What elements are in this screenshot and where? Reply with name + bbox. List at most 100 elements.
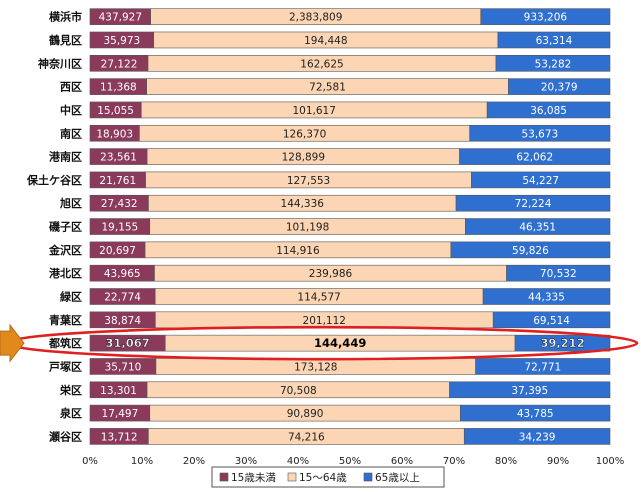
data-label-65歳以上-磯子区: 46,351 (519, 222, 556, 234)
data-label-65歳以上-緑区: 44,335 (528, 292, 565, 304)
category-label-緑区: 緑区 (60, 290, 82, 304)
data-label-15-64歳-中区: 101,617 (292, 105, 335, 117)
legend-label-15-64歳: 15～64歳 (299, 472, 347, 484)
bar-65歳以上-神奈川区 (495, 54, 611, 72)
data-label-15-64歳-栄区: 70,508 (280, 385, 317, 397)
data-label-15歳未満-神奈川区: 27,122 (101, 58, 138, 70)
x-tick-label-20-: 20% (183, 456, 205, 467)
data-label-15歳未満-泉区: 17,497 (102, 408, 139, 420)
data-label-15-64歳-泉区: 90,890 (287, 408, 324, 420)
category-label-旭区: 旭区 (59, 196, 82, 210)
legend-box (211, 466, 445, 488)
category-label-西区: 西区 (60, 81, 82, 94)
data-label-65歳以上-南区: 53,673 (521, 128, 558, 140)
bar-65歳以上-保土ケ谷区 (471, 171, 611, 189)
data-label-15-64歳-戸塚区: 173,128 (294, 361, 337, 373)
data-label-15歳未満-旭区: 27,432 (101, 198, 138, 210)
data-label-65歳以上-神奈川区: 53,282 (535, 58, 572, 70)
data-label-15歳未満-港北区: 43,965 (104, 268, 141, 280)
bar-65歳以上-西区 (508, 78, 611, 95)
bar-65歳以上-中区 (486, 101, 611, 119)
data-label-15-64歳-都筑区: 144,449 (314, 336, 366, 350)
category-label-港北区: 港北区 (49, 266, 82, 280)
data-label-15歳未満-栄区: 13,301 (100, 385, 137, 397)
legend-label-15歳未満: 15歳未満 (231, 472, 276, 484)
data-label-65歳以上-金沢区: 59,826 (512, 245, 549, 257)
bar-65歳以上-泉区 (460, 404, 611, 422)
legend-swatch-65歳以上 (363, 472, 373, 482)
bar-65歳以上-青葉区 (492, 311, 611, 329)
category-label-横浜市: 横浜市 (49, 10, 82, 24)
data-label-65歳以上-瀬谷区: 34,239 (519, 431, 556, 443)
bar-65歳以上-旭区 (455, 194, 611, 212)
bar-65歳以上-横浜市 (480, 8, 611, 25)
category-label-港南区: 港南区 (49, 150, 82, 164)
category-label-磯子区: 磯子区 (49, 220, 82, 234)
data-label-15-64歳-青葉区: 201,112 (303, 315, 346, 327)
data-label-65歳以上-港北区: 70,532 (540, 268, 577, 280)
bar-65歳以上-都筑区 (514, 334, 611, 352)
data-label-65歳以上-栄区: 37,395 (511, 385, 548, 397)
data-label-15歳未満-鶴見区: 35,973 (103, 35, 140, 47)
data-label-65歳以上-都筑区: 39,212 (540, 336, 584, 350)
data-label-15歳未満-保土ケ谷区: 21,761 (99, 175, 136, 187)
data-label-15-64歳-金沢区: 114,916 (276, 245, 320, 257)
data-label-15-64歳-旭区: 144,336 (281, 198, 325, 210)
data-label-15歳未満-磯子区: 19,155 (102, 222, 139, 234)
legend-label-65歳以上: 65歳以上 (375, 472, 420, 484)
data-label-15-64歳-保土ケ谷区: 127,553 (287, 175, 330, 187)
bar-65歳以上-港南区 (459, 148, 611, 165)
category-label-都筑区: 都筑区 (48, 336, 82, 350)
data-label-15-64歳-南区: 126,370 (283, 128, 326, 140)
data-label-65歳以上-旭区: 72,224 (515, 198, 552, 210)
data-label-15-64歳-緑区: 114,577 (297, 292, 340, 304)
data-label-65歳以上-西区: 20,379 (541, 82, 578, 94)
bar-65歳以上-南区 (469, 124, 611, 142)
data-label-15-64歳-神奈川区: 162,625 (300, 58, 343, 70)
highlight-layer (0, 323, 639, 363)
data-label-65歳以上-鶴見区: 63,314 (536, 35, 573, 47)
category-label-神奈川区: 神奈川区 (38, 56, 82, 70)
data-label-65歳以上-港南区: 62,062 (516, 152, 553, 164)
category-label-鶴見区: 鶴見区 (49, 33, 82, 47)
data-label-15歳未満-金沢区: 20,697 (99, 245, 136, 257)
data-label-15歳未満-西区: 11,368 (100, 82, 137, 94)
data-label-65歳以上-横浜市: 933,206 (524, 12, 568, 24)
x-tick-label-10-: 10% (131, 456, 153, 467)
data-label-15歳未満-瀬谷区: 13,712 (101, 431, 138, 443)
legend-swatch-15歳未満 (219, 472, 229, 482)
legend: 15歳未満 15～64歳 65歳以上 (211, 466, 445, 488)
data-label-15-64歳-港南区: 128,899 (282, 152, 325, 164)
data-label-15-64歳-横浜市: 2,383,809 (289, 12, 342, 24)
x-tick-label-0-: 0% (82, 456, 98, 467)
data-label-15歳未満-緑区: 22,774 (104, 292, 141, 304)
data-label-65歳以上-泉区: 43,785 (517, 408, 554, 420)
bar-65歳以上-戸塚区 (475, 358, 611, 375)
data-label-15-64歳-港北区: 239,986 (309, 268, 353, 280)
data-label-15-64歳-鶴見区: 194,448 (304, 35, 347, 47)
data-label-15歳未満-南区: 18,903 (96, 128, 133, 140)
x-axis-ticks: 0% 10% 20% 30% 40% 50% 60% 70% 80% 90% 100% (82, 456, 624, 467)
bar-65歳以上-金沢区 (450, 241, 611, 259)
category-label-泉区: 泉区 (59, 406, 82, 420)
x-tick-label-100-: 100% (596, 456, 625, 467)
x-tick-label-30-: 30% (235, 456, 257, 467)
category-label-保土ケ谷区: 保土ケ谷区 (26, 173, 82, 187)
bar-65歳以上-栄区 (449, 381, 611, 399)
category-label-瀬谷区: 瀬谷区 (49, 429, 82, 443)
x-tick-label-60-: 60% (391, 456, 413, 467)
legend-swatch-15-64歳 (287, 472, 297, 482)
category-label-青葉区: 青葉区 (49, 313, 82, 327)
category-label-金沢区: 金沢区 (48, 243, 82, 257)
data-label-65歳以上-青葉区: 69,514 (533, 315, 570, 327)
bar-65歳以上-港北区 (506, 264, 611, 282)
data-label-65歳以上-中区: 36,085 (530, 105, 567, 117)
data-label-15歳未満-横浜市: 437,927 (99, 12, 142, 24)
bar-65歳以上-瀬谷区 (463, 428, 611, 445)
data-label-15-64歳-瀬谷区: 74,216 (288, 431, 325, 443)
x-tick-label-90-: 90% (547, 456, 569, 467)
x-tick-label-40-: 40% (287, 456, 309, 467)
bar-65歳以上-緑区 (482, 288, 611, 305)
data-label-15歳未満-戸塚区: 35,710 (105, 361, 142, 373)
